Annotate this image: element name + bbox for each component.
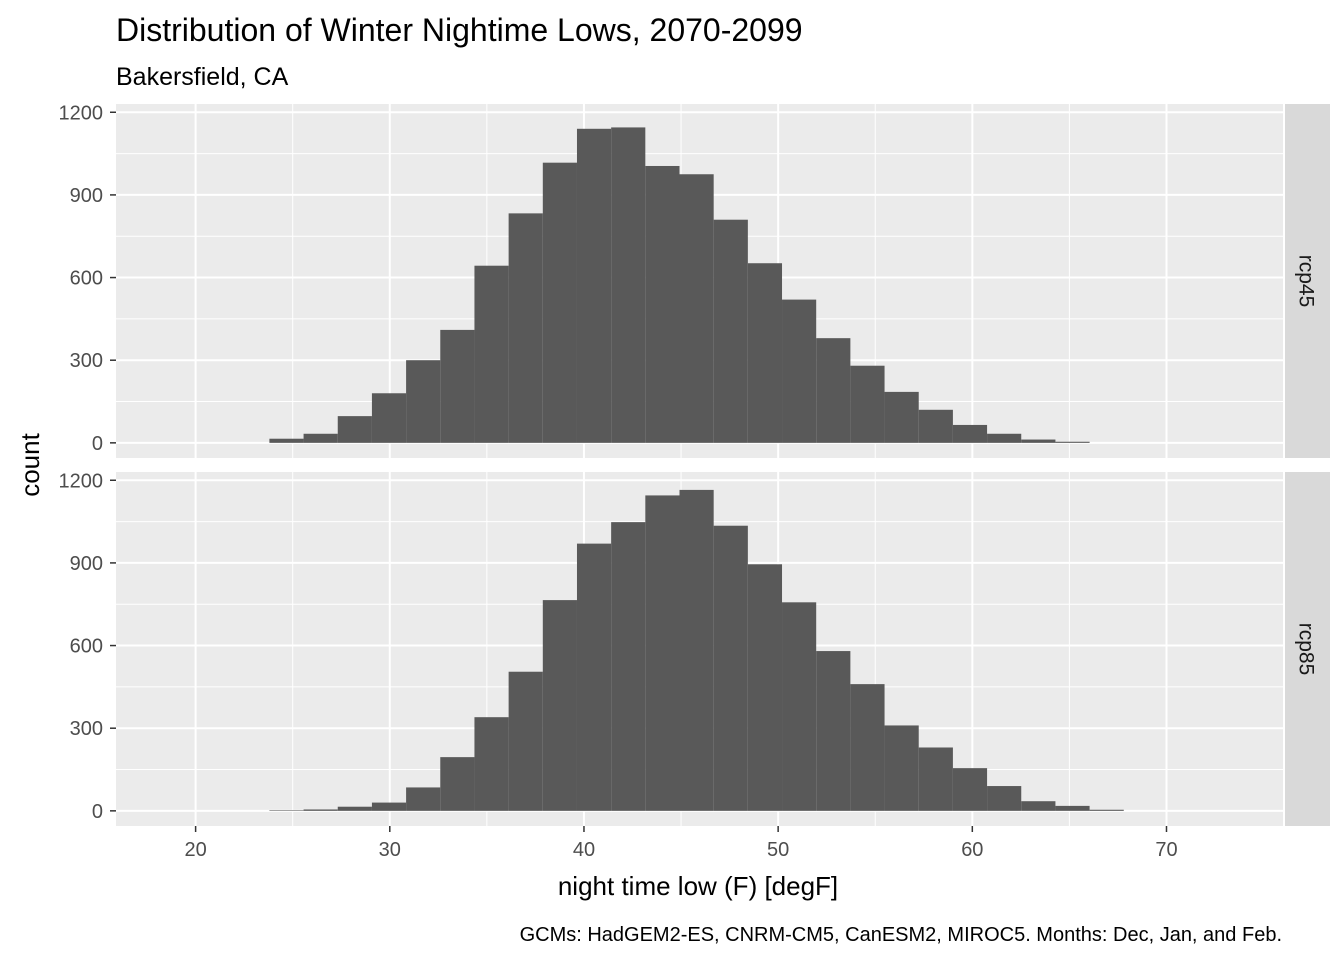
y-tick-label: 0 (92, 433, 103, 455)
histogram-bar (406, 360, 441, 443)
histogram-bar (747, 263, 783, 443)
histogram-bar (269, 810, 304, 811)
x-axis: 20 30 40 50 60 70 (184, 826, 1178, 861)
histogram-bar (611, 522, 646, 811)
histogram-bar (713, 525, 748, 811)
chart-subtitle: Bakersfield, CA (116, 63, 289, 91)
y-tick-label: 900 (70, 185, 103, 207)
histogram-bar (508, 213, 543, 443)
histogram-bar (679, 489, 714, 811)
histogram-bar (987, 786, 1022, 811)
facet-panels: 0 300 600 900 1200 rcp45 0 300 600 900 1200 rcp85 (59, 102, 1330, 826)
histogram-bar (611, 127, 646, 443)
histogram-bar (850, 684, 885, 811)
histogram-bar (918, 409, 953, 443)
histogram-bar (850, 365, 885, 443)
y-tick-label: 300 (70, 718, 103, 740)
histogram-bar (542, 600, 577, 811)
x-tick-label: 60 (961, 839, 983, 861)
x-tick-label: 50 (767, 839, 789, 861)
histogram-bar (371, 802, 407, 811)
histogram-bar (782, 299, 817, 443)
panel-rcp45: 0 300 600 900 1200 rcp45 (59, 102, 1330, 458)
facet-strip-label: rcp85 (1295, 623, 1318, 676)
histogram-bar (782, 602, 817, 811)
histogram-bar (576, 128, 612, 443)
panel-rcp85: 0 300 600 900 1200 rcp85 (59, 470, 1330, 826)
y-tick-label: 600 (70, 636, 103, 658)
histogram-bar (474, 265, 509, 443)
y-tick-label: 1200 (59, 102, 104, 124)
histogram-bar (542, 162, 577, 443)
histogram-bar (1021, 801, 1056, 811)
x-tick-label: 30 (379, 839, 401, 861)
facet-strip (1285, 104, 1330, 458)
histogram-bar (1055, 441, 1090, 443)
chart-caption: GCMs: HadGEM2-ES, CNRM-CM5, CanESM2, MIR… (520, 924, 1282, 946)
histogram-bar (816, 651, 851, 811)
y-tick-label: 0 (92, 801, 103, 823)
y-tick-label: 900 (70, 553, 103, 575)
histogram-bar (576, 543, 612, 811)
histogram-bar (645, 165, 680, 443)
histogram-bar (371, 393, 407, 443)
histogram-bar (337, 806, 372, 811)
histogram-bar (303, 809, 338, 811)
histogram-bar (952, 424, 988, 443)
histogram-bar (440, 329, 475, 443)
histogram-bar (952, 768, 988, 811)
histogram-bar (303, 433, 338, 443)
chart-title: Distribution of Winter Nightime Lows, 20… (116, 12, 803, 48)
histogram-bar (918, 747, 953, 811)
facet-strip-label: rcp45 (1295, 255, 1318, 308)
histogram-bar (884, 725, 919, 811)
histogram-bar (713, 219, 748, 443)
x-axis-title: night time low (F) [degF] (558, 871, 838, 901)
y-tick-label: 1200 (59, 470, 104, 492)
y-tick-label: 600 (70, 268, 103, 290)
x-tick-label: 70 (1155, 839, 1177, 861)
histogram-bar (406, 787, 441, 811)
histogram-bar (474, 717, 509, 811)
histogram-bar (747, 564, 783, 811)
y-tick-label: 300 (70, 350, 103, 372)
y-axis-title: count (15, 432, 45, 496)
histogram-bar (679, 174, 714, 443)
x-tick-label: 40 (573, 839, 595, 861)
histogram-bar (508, 671, 543, 811)
histogram-bar (884, 391, 919, 443)
histogram-bar (440, 757, 475, 811)
histogram-bar (337, 416, 372, 443)
histogram-bar (987, 433, 1022, 443)
x-tick-label: 20 (184, 839, 206, 861)
histogram-bar (1021, 439, 1056, 443)
facet-strip (1285, 472, 1330, 826)
histogram-bar (645, 495, 680, 811)
histogram-bar (816, 338, 851, 443)
histogram-bar (1055, 805, 1090, 811)
histogram-bar (269, 438, 304, 443)
histogram-bar (1089, 809, 1124, 811)
